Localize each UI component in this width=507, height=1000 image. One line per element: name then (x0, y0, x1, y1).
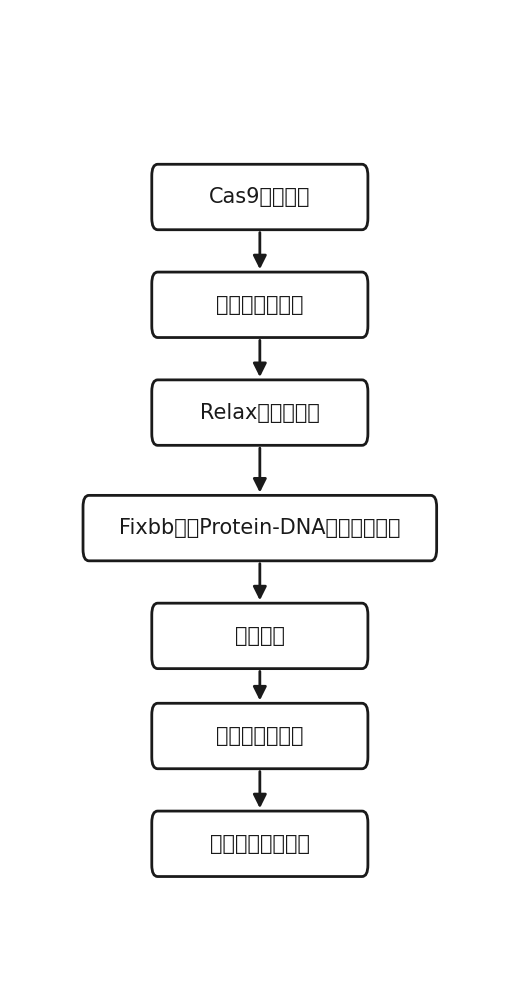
Text: 变体构造与表达: 变体构造与表达 (216, 726, 304, 746)
Text: Fixbb优化Protein-DNA相互作用界面: Fixbb优化Protein-DNA相互作用界面 (119, 518, 401, 538)
FancyBboxPatch shape (152, 164, 368, 230)
FancyBboxPatch shape (83, 495, 437, 561)
Text: 去重筛选: 去重筛选 (235, 626, 285, 646)
Text: Cas9结构下载: Cas9结构下载 (209, 187, 311, 207)
FancyBboxPatch shape (152, 272, 368, 338)
FancyBboxPatch shape (152, 380, 368, 445)
FancyBboxPatch shape (152, 603, 368, 669)
Text: 变体剪切活性验证: 变体剪切活性验证 (210, 834, 310, 854)
Text: 找出关键氨基酸: 找出关键氨基酸 (216, 295, 304, 315)
FancyBboxPatch shape (152, 811, 368, 877)
Text: Relax能量最小化: Relax能量最小化 (200, 403, 320, 423)
FancyBboxPatch shape (152, 703, 368, 769)
